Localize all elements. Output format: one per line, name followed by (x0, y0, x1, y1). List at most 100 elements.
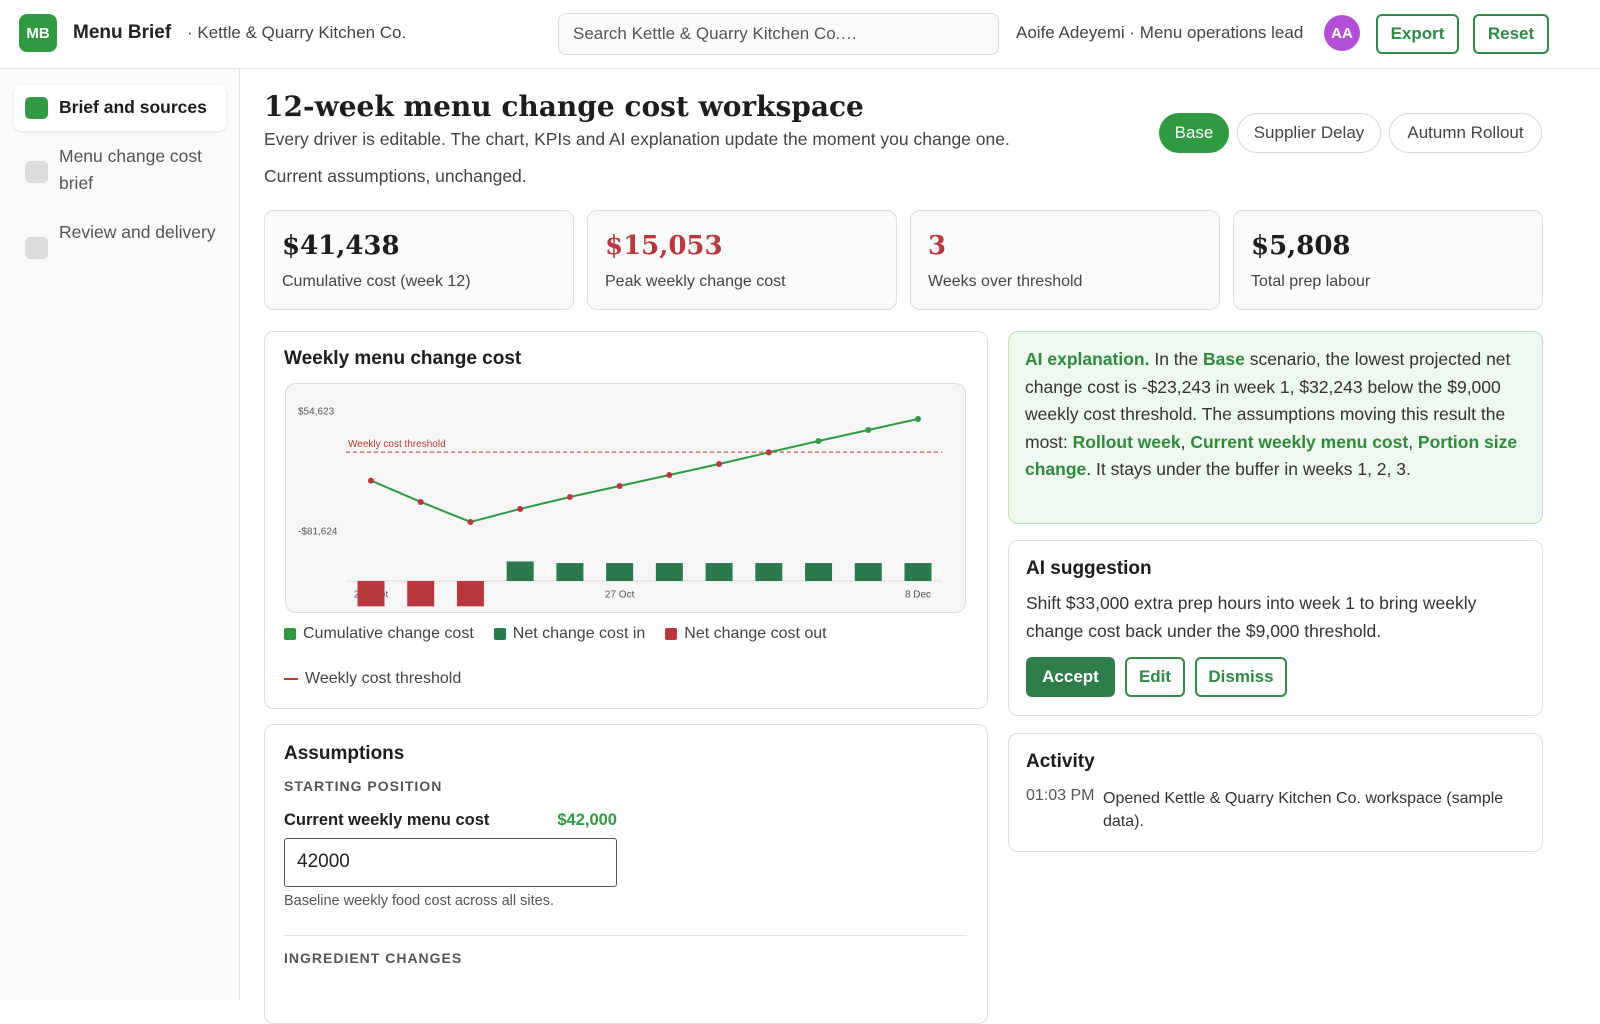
page-subtitle: Every driver is editable. The chart, KPI… (264, 129, 1010, 149)
kpi-value: $5,808 (1251, 231, 1351, 261)
kpi-card: $41,438 Cumulative cost (week 12) (264, 210, 574, 310)
point (566, 493, 573, 500)
divider (284, 935, 967, 936)
activity-time: 01:03 PM (1026, 787, 1095, 804)
legend-item: Net change cost in (493, 625, 646, 643)
scenario-pill[interactable]: Autumn Rollout (1389, 113, 1542, 153)
avatar[interactable]: AA (1324, 15, 1360, 51)
reset-button[interactable]: Reset (1473, 14, 1549, 54)
legend-item: Net change cost out (665, 625, 827, 643)
point (368, 477, 374, 484)
kpi-value: $15,053 (605, 231, 723, 261)
nav-item[interactable]: Brief and sources (14, 85, 226, 131)
legend-item: Cumulative change cost (284, 625, 474, 643)
ai-explanation: AI explanation. In the Base scenario, th… (1008, 331, 1543, 524)
legend: Cumulative change cost Net change cost in… (284, 625, 974, 645)
nav-label: Menu change cost brief (59, 146, 203, 193)
point (815, 437, 822, 444)
y-tick-label: $54,623 (298, 407, 335, 418)
bar (904, 563, 932, 581)
point (765, 449, 772, 456)
section-heading: STARTING POSITION (284, 778, 443, 794)
point (517, 505, 524, 512)
nav-label: Brief and sources (59, 97, 207, 117)
point (865, 426, 872, 433)
threshold-label: Weekly cost threshold (348, 439, 446, 450)
nav-label: Review and delivery (59, 222, 216, 242)
field-label: Current weekly menu cost (284, 811, 490, 829)
point (616, 482, 623, 489)
scenario-pill[interactable]: Base (1159, 113, 1229, 153)
org-name: · Kettle & Quarry Kitchen Co. (187, 23, 407, 42)
bar (854, 563, 882, 581)
kpi-label: Peak weekly change cost (605, 273, 786, 290)
x-tick-label: 8 Dec (905, 590, 931, 601)
sidebar (0, 69, 240, 1000)
bar (755, 563, 783, 581)
nav-icon (25, 97, 48, 119)
assumptions-title: Assumptions (284, 743, 405, 764)
bar (705, 563, 733, 581)
activity-title: Activity (1026, 751, 1095, 772)
field-display: $42,000 (557, 811, 617, 829)
activity-text: Opened Kettle & Quarry Kitchen Co. works… (1103, 790, 1504, 830)
bar (556, 563, 584, 581)
nav-item[interactable]: Review and delivery (14, 219, 226, 279)
kpi-value: $41,438 (282, 231, 400, 261)
legend-item: Weekly cost threshold (284, 670, 461, 688)
nav-icon (25, 161, 48, 183)
bar (357, 581, 385, 607)
emphasis: Portion size change (1025, 431, 1518, 480)
line (370, 418, 919, 524)
assumptions-card (264, 724, 988, 1024)
legend-swatch (665, 628, 678, 640)
legend-swatch (493, 628, 506, 640)
emphasis: AI explanation. (1025, 349, 1150, 369)
kpi-card: $15,053 Peak weekly change cost (587, 210, 897, 310)
text: , (1408, 431, 1418, 452)
app-name: Menu Brief (73, 22, 172, 43)
kpi-label: Total prep labour (1251, 273, 1371, 290)
scenario-pill[interactable]: Supplier Delay (1237, 113, 1381, 153)
status: Current assumptions, unchanged. (264, 166, 527, 186)
legend-label: Cumulative change cost (303, 625, 474, 642)
legend-swatch (284, 628, 296, 640)
dismiss-button[interactable]: Dismiss (1195, 657, 1287, 697)
nav-item[interactable]: Menu change cost brief (14, 143, 226, 203)
page-title: 12-week menu change cost workspace (264, 90, 864, 123)
plot-background (285, 383, 966, 613)
bar (805, 563, 833, 581)
top-bar: MB Menu Brief · Kettle & Quarry Kitchen … (0, 0, 1600, 69)
legend-swatch (284, 678, 298, 680)
field-input[interactable]: 42000 (284, 838, 617, 887)
edit-button[interactable]: Edit (1125, 657, 1185, 697)
x-tick-label: 27 Oct (605, 590, 635, 601)
export-button[interactable]: Export (1376, 14, 1459, 54)
legend-label: Net change cost in (512, 625, 646, 642)
kpi-label: Weeks over threshold (928, 273, 1083, 290)
user-name: Aoife Adeyemi · Menu operations lead (1016, 23, 1304, 42)
bar (407, 581, 435, 607)
section-heading: INGREDIENT CHANGES (284, 950, 463, 966)
point (915, 415, 921, 422)
kpi-value: 3 (928, 231, 947, 261)
text: scenario, the lowest projected net chang… (1025, 349, 1511, 452)
search[interactable]: Search Kettle & Quarry Kitchen Co.… (558, 13, 999, 55)
accept-button[interactable]: Accept (1026, 657, 1115, 697)
point (467, 518, 474, 525)
emphasis: Current weekly menu cost (1190, 431, 1409, 452)
emphasis: Rollout week (1072, 431, 1181, 452)
legend: Weekly cost threshold (284, 667, 481, 688)
text: , (1180, 431, 1191, 452)
y-tick-label: -$81,624 (298, 527, 338, 538)
kpi-label: Cumulative cost (week 12) (282, 273, 471, 290)
emphasis: Base (1202, 349, 1245, 369)
ai-suggestion-title: AI suggestion (1026, 558, 1152, 579)
point (666, 471, 673, 478)
point (417, 498, 424, 505)
logo: MB (19, 14, 57, 52)
bar (606, 563, 634, 581)
